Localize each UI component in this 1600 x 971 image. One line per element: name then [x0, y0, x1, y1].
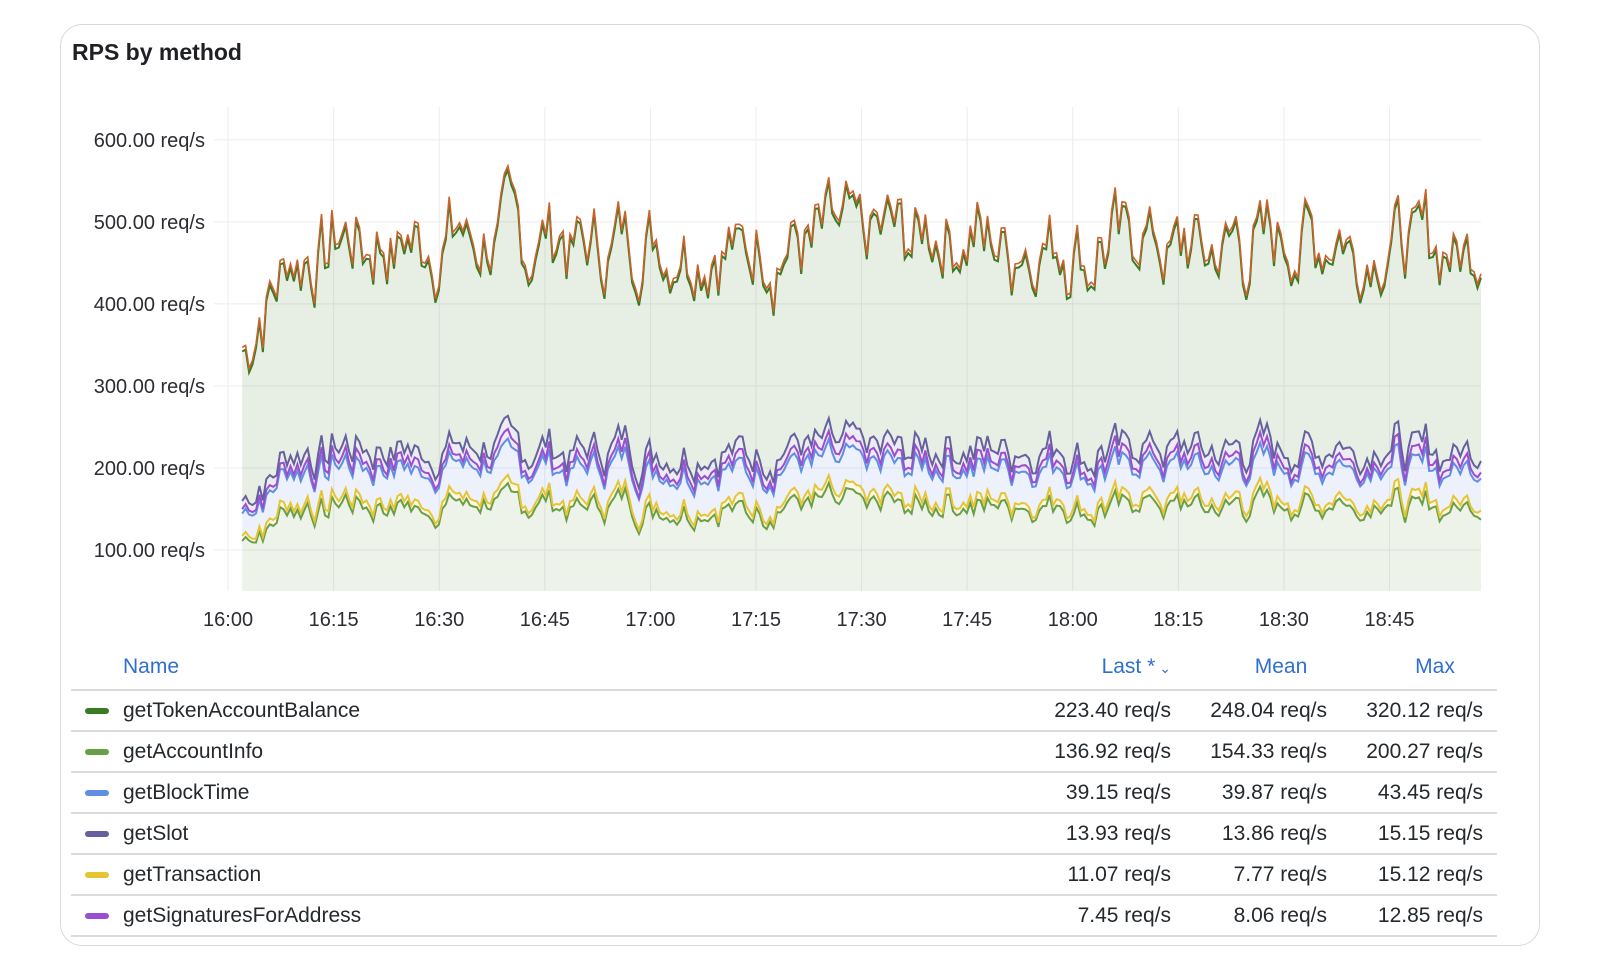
series-last-value: 7.45 req/s [1077, 904, 1171, 927]
series-last-value: 136.92 req/s [1054, 740, 1171, 763]
series-name: getTokenAccountBalance [123, 699, 360, 722]
legend-header-last[interactable]: Last * ⌄ [1075, 655, 1171, 679]
legend-row[interactable]: getSignaturesForAddress 7.45 req/s 8.06 re… [71, 896, 1497, 937]
series-name: getBlockTime [123, 781, 250, 804]
legend-header-last-label: Last * [1101, 655, 1156, 678]
series-max-value: 15.15 req/s [1377, 822, 1483, 845]
series-name: getSignaturesForAddress [123, 904, 362, 927]
series-max-value: 320.12 req/s [1366, 699, 1483, 722]
legend-table: Name Last * ⌄ Mean Max getTokenAccountBal… [71, 651, 1497, 937]
series-name: getAccountInfo [123, 740, 264, 763]
series-last-value: 11.07 req/s [1067, 863, 1171, 886]
legend-header-max[interactable]: Max [1415, 655, 1455, 678]
series-mean-value: 248.04 req/s [1210, 699, 1327, 722]
x-tick-label: 16:30 [414, 609, 464, 631]
legend-row[interactable]: getBlockTime 39.15 req/s 39.87 req/s 43.45 … [71, 773, 1497, 814]
panel-title: RPS by method [72, 39, 242, 65]
series-color-swatch [85, 790, 109, 796]
y-tick-label: 600.00 req/s [94, 130, 205, 152]
x-tick-label: 18:30 [1259, 609, 1309, 631]
series-max-value: 200.27 req/s [1366, 740, 1483, 763]
x-tick-label: 18:00 [1048, 609, 1098, 631]
series-name: getSlot [123, 822, 189, 845]
x-tick-label: 16:00 [203, 609, 253, 631]
series-max-value: 15.12 req/s [1377, 863, 1483, 886]
x-tick-label: 16:15 [309, 609, 359, 631]
y-tick-label: 300.00 req/s [94, 376, 205, 398]
x-tick-label: 17:45 [942, 609, 992, 631]
series-color-swatch [85, 831, 109, 837]
total-line [241, 163, 1482, 372]
legend-row[interactable]: getTokenAccountBalance 223.40 req/s 248.04… [71, 691, 1497, 732]
rps-panel: RPS by method 100.00 req/s 200.00 req/s 30… [60, 24, 1540, 946]
series-line [241, 435, 1482, 517]
series-line [241, 414, 1482, 507]
y-tick-label: 100.00 req/s [94, 540, 205, 562]
series-color-swatch [85, 708, 109, 714]
series-color-swatch [85, 913, 109, 919]
series-line [241, 427, 1482, 514]
series-max-value: 12.85 req/s [1377, 904, 1483, 927]
series-color-swatch [85, 872, 109, 878]
series-mean-value: 13.86 req/s [1221, 822, 1327, 845]
rps-chart[interactable]: 100.00 req/s 200.00 req/s 300.00 req/s 400.… [61, 25, 1541, 645]
series-last-value: 13.93 req/s [1065, 822, 1171, 845]
series-mean-value: 154.33 req/s [1210, 740, 1327, 763]
y-tick-label: 500.00 req/s [94, 212, 205, 234]
legend-row[interactable]: getSlot 13.93 req/s 13.86 req/s 15.15 req/s [71, 814, 1497, 855]
legend-header-name[interactable]: Name [123, 655, 180, 678]
series-max-value: 43.45 req/s [1377, 781, 1483, 804]
x-tick-label: 17:00 [625, 609, 675, 631]
chevron-down-icon: ⌄ [1159, 660, 1171, 676]
series-mean-value: 7.77 req/s [1233, 863, 1327, 886]
x-tick-label: 18:45 [1364, 609, 1414, 631]
x-tick-label: 17:30 [837, 609, 887, 631]
legend-header-mean[interactable]: Mean [1254, 655, 1308, 678]
legend-header: Name Last * ⌄ Mean Max [71, 651, 1497, 691]
series-line [241, 480, 1482, 545]
series-area [242, 438, 1482, 539]
x-tick-label: 16:45 [520, 609, 570, 631]
series-color-swatch [85, 749, 109, 755]
x-tick-label: 17:15 [731, 609, 781, 631]
series-last-value: 223.40 req/s [1054, 699, 1171, 722]
series-mean-value: 8.06 req/s [1233, 904, 1327, 927]
y-tick-label: 200.00 req/s [94, 458, 205, 480]
series-last-value: 39.15 req/s [1065, 781, 1171, 804]
legend-row[interactable]: getTransaction 11.07 req/s 7.77 req/s 15.12… [71, 855, 1497, 896]
x-tick-label: 18:15 [1153, 609, 1203, 631]
series-name: getTransaction [123, 863, 262, 886]
legend-row[interactable]: getAccountInfo 136.92 req/s 154.33 req/s 20… [71, 732, 1497, 773]
series-line [241, 472, 1482, 541]
series-mean-value: 39.87 req/s [1221, 781, 1327, 804]
y-tick-label: 400.00 req/s [94, 294, 205, 316]
